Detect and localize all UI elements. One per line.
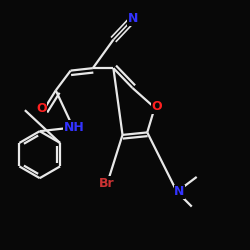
- Text: NH: NH: [64, 121, 85, 134]
- Text: O: O: [36, 102, 47, 116]
- Text: N: N: [174, 185, 184, 198]
- Text: O: O: [152, 100, 162, 113]
- Text: N: N: [128, 12, 138, 25]
- Text: Br: Br: [99, 176, 114, 190]
